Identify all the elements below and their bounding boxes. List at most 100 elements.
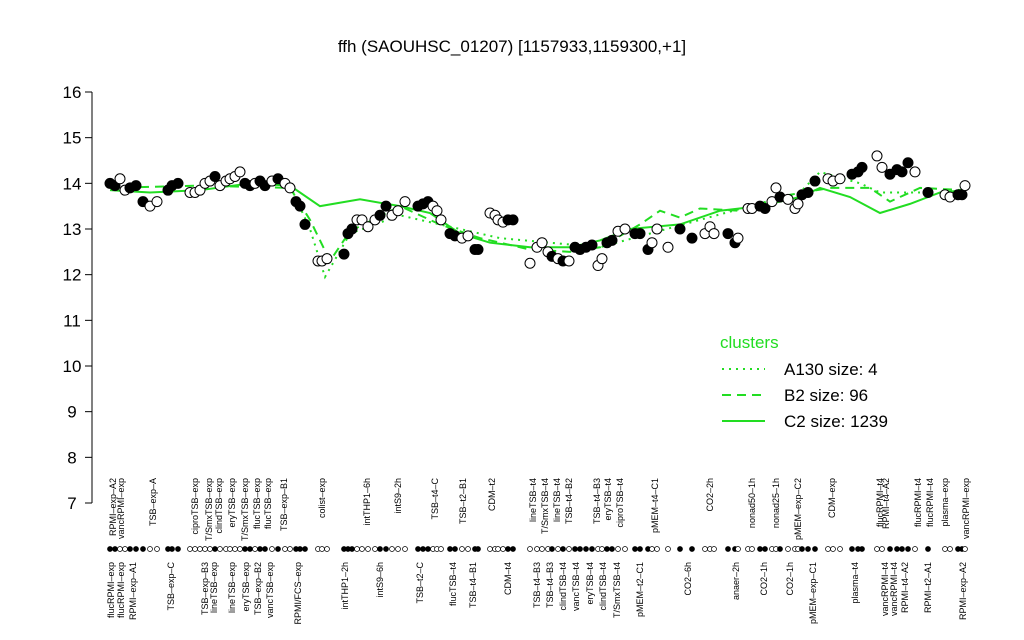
- strip-dot: [887, 546, 893, 552]
- sample-label: vancRPMI–t4: [880, 562, 890, 616]
- sample-label: vancTSB–exp: [265, 562, 275, 618]
- sample-label: pMEM–exp–C1: [808, 562, 818, 624]
- sample-label: flucRPMI–t4: [875, 478, 885, 527]
- strip-dot: [825, 546, 831, 552]
- data-point: [896, 166, 908, 178]
- sample-label: intS9–6h: [375, 562, 385, 598]
- data-point: [922, 186, 934, 198]
- strip-dot: [549, 546, 555, 552]
- strip-dot: [762, 546, 768, 552]
- sample-label: TSB–exp–A: [148, 478, 158, 526]
- data-point: [299, 218, 311, 230]
- data-point: [431, 205, 443, 217]
- strip-dot: [539, 546, 545, 552]
- strip-dot: [577, 546, 583, 552]
- strip-dot: [154, 546, 160, 552]
- strip-dot: [197, 546, 203, 552]
- sample-label: RPMI–t4–A2: [881, 478, 891, 529]
- data-point: [759, 202, 771, 214]
- data-point: [732, 232, 744, 244]
- data-point: [834, 173, 846, 185]
- strip-dot: [395, 546, 401, 552]
- strip-dot: [112, 546, 118, 552]
- strip-dot: [324, 546, 330, 552]
- strip-dot: [202, 546, 208, 552]
- data-point: [674, 223, 686, 235]
- data-point: [722, 228, 734, 240]
- data-point: [686, 232, 698, 244]
- sample-label: T/SmxTSB–exp: [204, 478, 214, 541]
- sample-label: TSB–t4–B3: [545, 562, 555, 608]
- strip-dot: [212, 546, 218, 552]
- strip-dot: [757, 546, 763, 552]
- sample-label: TSB–t4–B3: [532, 562, 542, 608]
- strip-dot: [637, 546, 643, 552]
- sample-label: plasma–exp: [940, 478, 950, 527]
- sample-label: clindTSB–t4: [558, 562, 568, 611]
- strip-dot: [169, 546, 175, 552]
- strip-dot: [302, 546, 308, 552]
- strip-dot: [572, 546, 578, 552]
- sample-label: nonad50–1h: [747, 478, 757, 528]
- strip-dot: [232, 546, 238, 552]
- data-point: [209, 170, 221, 182]
- strip-dot: [649, 546, 655, 552]
- strip-dot: [359, 546, 365, 552]
- data-point: [646, 237, 658, 249]
- data-point: [151, 196, 163, 208]
- data-point: [392, 205, 404, 217]
- strip-dot: [849, 546, 855, 552]
- strip-dot: [287, 546, 293, 552]
- data-point: [876, 161, 888, 173]
- strip-dot: [785, 546, 791, 552]
- sample-label: clindTSB–exp: [214, 478, 224, 534]
- strip-dot: [383, 546, 389, 552]
- strip-dot: [133, 546, 139, 552]
- y-tick-label: 13: [63, 220, 82, 239]
- data-point: [399, 196, 411, 208]
- strip-dot: [438, 546, 444, 552]
- strip-dot: [282, 546, 288, 552]
- strip-dot: [122, 546, 128, 552]
- sample-label: pMEM–t2–C1: [635, 562, 645, 617]
- sample-label: flucTSB–exp: [263, 478, 273, 529]
- sample-label: plasma–t4: [850, 562, 860, 604]
- strip-dot: [677, 546, 683, 552]
- strip-dot: [589, 546, 595, 552]
- strip-dot: [622, 546, 628, 552]
- strip-dot: [665, 546, 671, 552]
- strip-dot: [275, 546, 281, 552]
- sample-label: CO2–1h: [785, 562, 795, 596]
- data-point: [792, 198, 804, 210]
- sample-label: CO2–6h: [683, 562, 693, 596]
- strip-dot: [609, 546, 615, 552]
- strip-dot: [117, 546, 123, 552]
- strip-dot: [725, 546, 731, 552]
- sample-label: lineTSB–exp: [209, 562, 219, 613]
- strip-dot: [475, 546, 481, 552]
- cluster-line: [109, 182, 966, 249]
- strip-dot: [247, 546, 253, 552]
- sample-label: CDM–exp: [827, 478, 837, 518]
- data-point: [596, 253, 608, 265]
- legend-label: A130 size: 4: [784, 360, 878, 379]
- data-point: [536, 237, 548, 249]
- strip-dot: [465, 546, 471, 552]
- sample-label: colist–exp: [317, 478, 327, 518]
- data-point: [708, 228, 720, 240]
- strip-dot: [735, 546, 741, 552]
- strip-dot: [207, 546, 213, 552]
- strip-dot: [702, 546, 708, 552]
- sample-label: RPMI–exp–A2: [108, 478, 118, 536]
- strip-dot: [599, 546, 605, 552]
- strip-dot: [805, 546, 811, 552]
- data-point: [651, 223, 663, 235]
- strip-dot: [415, 546, 421, 552]
- strip-dot: [242, 546, 248, 552]
- sample-label: TSB–t4–B1: [468, 562, 478, 608]
- strip-dot: [527, 546, 533, 552]
- sample-label: flucTSB–t4: [448, 562, 458, 606]
- strip-dot: [227, 546, 233, 552]
